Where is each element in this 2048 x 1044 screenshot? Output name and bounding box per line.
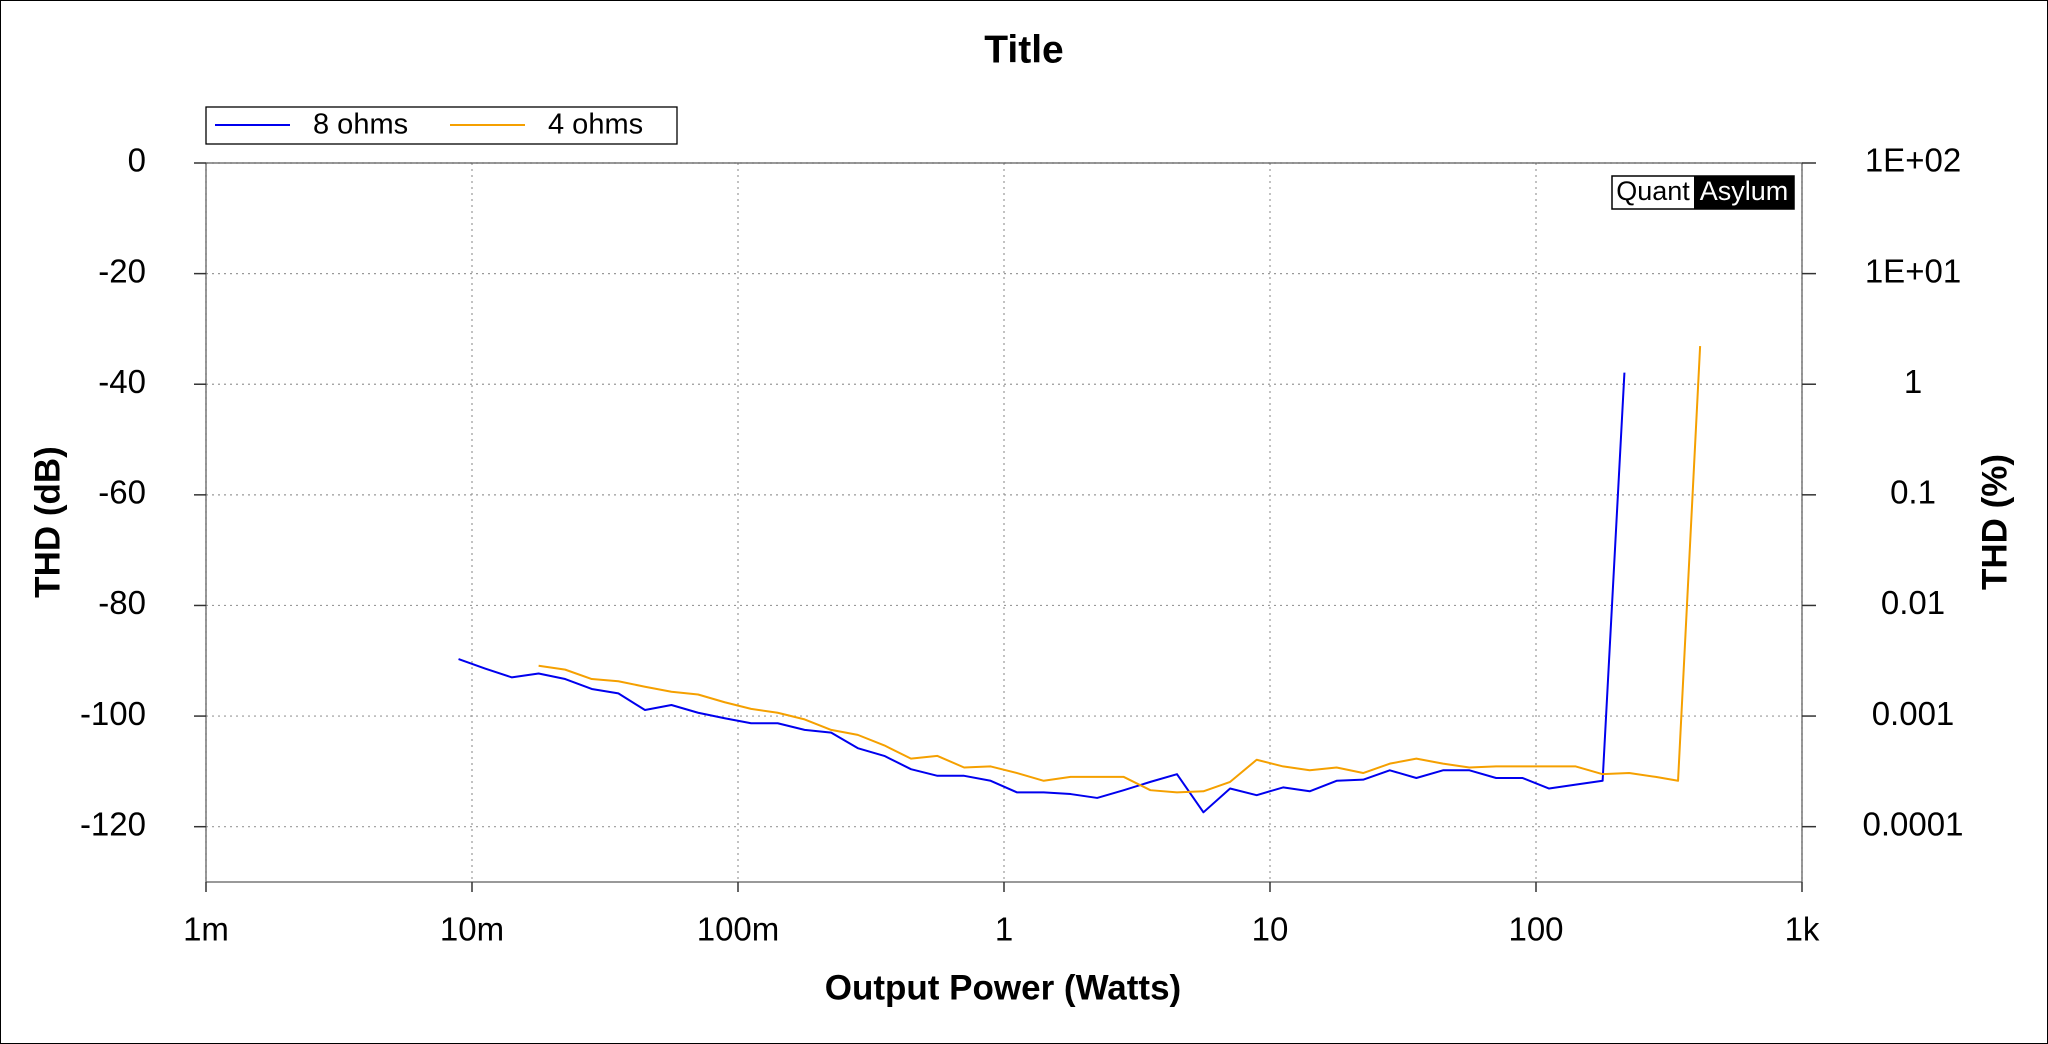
logo: Quant Asylum — [1611, 175, 1795, 210]
y-tick-label: 0 — [128, 142, 146, 179]
x-tick-label: 1k — [1785, 911, 1820, 948]
y-axis-title: THD (dB) — [28, 446, 67, 598]
grid — [205, 162, 1803, 882]
legend-label: 8 ohms — [313, 109, 408, 141]
y-tick-label: -80 — [98, 584, 146, 621]
x-tick-label: 100 — [1508, 911, 1563, 948]
series-line — [538, 346, 1702, 794]
x-tick-label: 10m — [440, 911, 504, 948]
x-tick-label: 10 — [1252, 911, 1289, 948]
legend-label: 4 ohms — [548, 109, 643, 141]
axes: 1m 10m 100m 1 10 100 1k 0 -20 -40 -60 -80 -100 -120 1E… — [80, 142, 1964, 948]
y2-tick-label: 1E+02 — [1865, 142, 1961, 179]
logo-dark — [1694, 176, 1794, 209]
legend: 8 ohms 4 ohms — [205, 106, 678, 145]
x-axis-title: Output Power (Watts) — [825, 968, 1181, 1007]
y2-tick-label: 0.001 — [1872, 695, 1955, 732]
y2-axis-title: THD (%) — [1975, 454, 2014, 590]
x-tick-label: 100m — [697, 911, 780, 948]
y2-tick-label: 1E+01 — [1865, 252, 1961, 289]
x-tick-label: 1 — [995, 911, 1013, 948]
series-line — [458, 372, 1626, 814]
plot-area — [458, 346, 1702, 814]
y2-tick-label: 1 — [1904, 363, 1922, 400]
y-tick-label: -40 — [98, 363, 146, 400]
y-tick-label: -60 — [98, 474, 146, 511]
y2-tick-label: 0.0001 — [1863, 805, 1964, 842]
y-tick-label: -120 — [80, 805, 146, 842]
logo-left: Quant — [1616, 176, 1690, 206]
y2-tick-label: 0.1 — [1890, 474, 1936, 511]
y-tick-label: -20 — [98, 252, 146, 289]
x-tick-label: 1m — [183, 911, 229, 948]
y-tick-label: -100 — [80, 695, 146, 732]
y2-tick-label: 0.01 — [1881, 584, 1945, 621]
chart-title: Title — [984, 28, 1063, 71]
logo-right: Asylum — [1700, 176, 1789, 206]
